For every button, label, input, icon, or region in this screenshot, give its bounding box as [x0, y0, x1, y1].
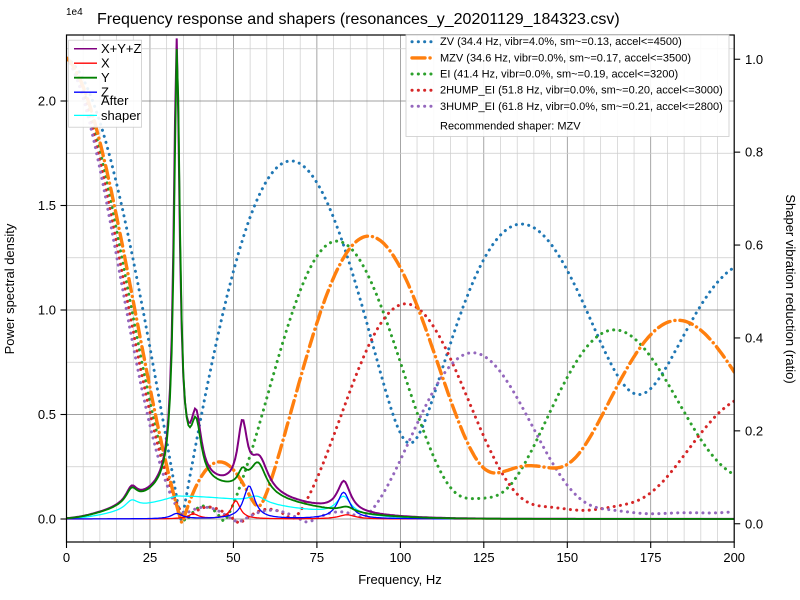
svg-text:1e4: 1e4 [66, 7, 83, 18]
svg-text:X+Y+Z: X+Y+Z [101, 41, 142, 56]
svg-text:150: 150 [556, 550, 578, 565]
svg-text:Y: Y [101, 70, 110, 85]
svg-text:2.0: 2.0 [38, 94, 56, 109]
svg-text:3HUMP_EI (61.8 Hz, vibr=0.0%,: 3HUMP_EI (61.8 Hz, vibr=0.0%, sm~=0.21, … [440, 101, 723, 113]
svg-text:0.0: 0.0 [745, 516, 763, 531]
svg-text:ZV (34.4 Hz, vibr=4.0%, sm~=0.: ZV (34.4 Hz, vibr=4.0%, sm~=0.13, accel<… [440, 36, 682, 48]
svg-text:shaper: shaper [101, 108, 141, 123]
svg-text:Power spectral density: Power spectral density [2, 223, 17, 354]
svg-text:0.8: 0.8 [745, 145, 763, 160]
svg-text:50: 50 [226, 550, 240, 565]
svg-text:200: 200 [723, 550, 745, 565]
svg-text:0.4: 0.4 [745, 330, 763, 345]
svg-text:Shaper vibration reduction (ra: Shaper vibration reduction (ratio) [783, 194, 798, 383]
svg-text:1.0: 1.0 [745, 52, 763, 67]
svg-text:Frequency response and shapers: Frequency response and shapers (resonanc… [97, 11, 620, 28]
svg-text:0: 0 [63, 550, 70, 565]
svg-text:1.5: 1.5 [38, 198, 56, 213]
svg-text:0.0: 0.0 [38, 512, 56, 527]
svg-text:175: 175 [640, 550, 662, 565]
svg-text:Frequency, Hz: Frequency, Hz [358, 572, 442, 587]
svg-text:After: After [101, 93, 129, 108]
svg-text:2HUMP_EI (51.8 Hz, vibr=0.0%,: 2HUMP_EI (51.8 Hz, vibr=0.0%, sm~=0.20, … [440, 85, 723, 97]
svg-text:X: X [101, 56, 110, 71]
svg-text:0.5: 0.5 [38, 407, 56, 422]
svg-text:EI (41.4 Hz, vibr=0.0%, sm~=0.: EI (41.4 Hz, vibr=0.0%, sm~=0.19, accel<… [440, 69, 678, 81]
svg-text:1.0: 1.0 [38, 303, 56, 318]
svg-text:MZV (34.6 Hz, vibr=0.0%, sm~=0: MZV (34.6 Hz, vibr=0.0%, sm~=0.17, accel… [440, 52, 691, 64]
svg-text:0.2: 0.2 [745, 423, 763, 438]
svg-text:Recommended shaper: MZV: Recommended shaper: MZV [440, 121, 581, 133]
svg-text:100: 100 [390, 550, 412, 565]
svg-text:75: 75 [310, 550, 324, 565]
svg-text:125: 125 [473, 550, 495, 565]
svg-text:25: 25 [143, 550, 157, 565]
svg-text:0.6: 0.6 [745, 238, 763, 253]
